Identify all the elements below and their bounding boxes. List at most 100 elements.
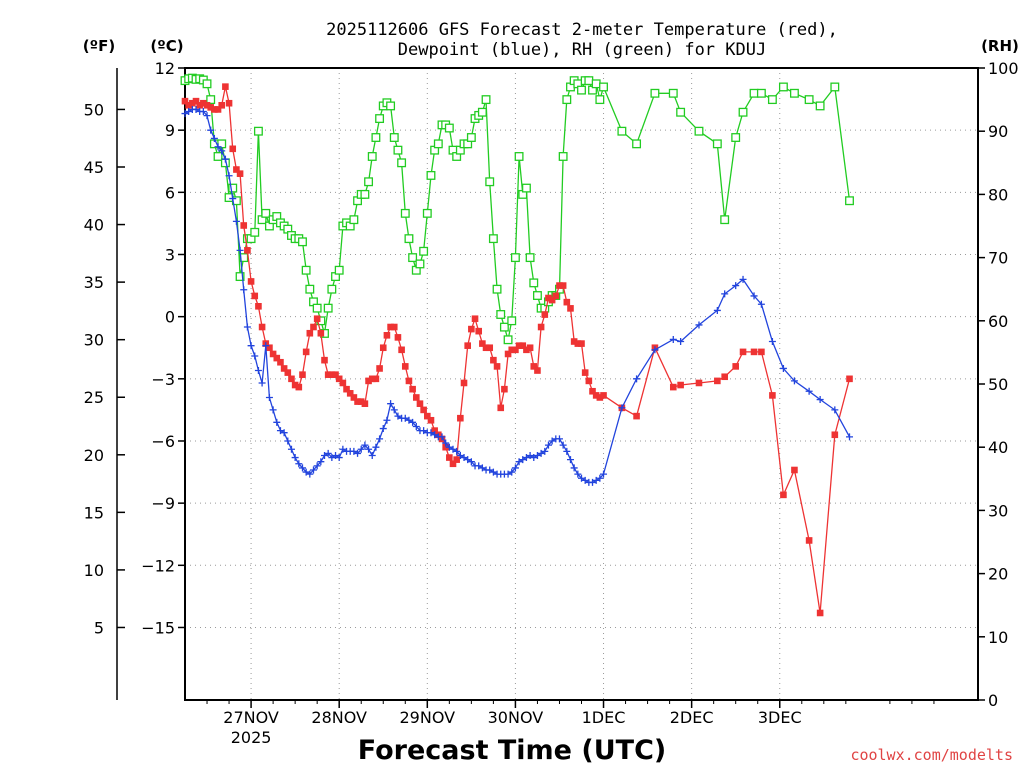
data-point-rh [389, 133, 399, 142]
data-point-temperature [475, 327, 483, 335]
data-point-temperature [350, 394, 358, 401]
data-point-dewpoint [420, 427, 428, 435]
data-point-temperature [497, 404, 505, 412]
data-point-dewpoint [335, 454, 343, 462]
data-point-rh [323, 303, 333, 313]
data-point-dewpoint [541, 447, 549, 455]
data-point-rh [599, 82, 608, 92]
data-point-rh [334, 265, 344, 275]
data-point-dewpoint [210, 134, 218, 142]
data-point-dewpoint [240, 286, 248, 294]
data-point-dewpoint [596, 474, 604, 482]
data-point-temperature [816, 609, 824, 617]
data-point-dewpoint [486, 466, 494, 474]
data-point-dewpoint [805, 387, 813, 395]
data-point-dewpoint [677, 338, 685, 346]
rh-tick-label: 40 [988, 438, 1008, 457]
data-point-rh [239, 253, 249, 263]
data-point-temperature [390, 323, 398, 331]
fahrenheit-tick-label: 10 [84, 561, 104, 580]
data-point-temperature [412, 394, 420, 401]
data-point-rh [591, 79, 601, 89]
data-point-dewpoint [265, 393, 273, 401]
data-point-rh [426, 170, 436, 180]
data-point-rh [408, 253, 418, 263]
chart-subtitle: Dewpoint (blue), RH (green) for KDUJ [398, 40, 766, 60]
celsius-tick-label: 3 [165, 245, 175, 264]
data-point-rh [422, 208, 432, 218]
rh-tick-label: 10 [988, 628, 1008, 647]
data-point-temperature [379, 344, 387, 352]
data-point-temperature [284, 369, 292, 376]
data-point-temperature [277, 358, 284, 366]
data-point-dewpoint [581, 476, 589, 484]
data-point-dewpoint [750, 292, 758, 300]
data-point-dewpoint [559, 441, 567, 449]
data-point-temperature [552, 292, 560, 300]
data-point-temperature [541, 311, 549, 318]
data-point-dewpoint [449, 445, 457, 453]
data-point-rh [532, 291, 542, 300]
data-point-temperature [460, 379, 468, 387]
data-point-dewpoint [309, 466, 317, 474]
data-point-rh [617, 126, 627, 136]
data-point-rh [521, 183, 531, 193]
data-point-dewpoint [695, 321, 703, 329]
data-point-dewpoint [287, 445, 295, 453]
rh-tick-label: 30 [988, 501, 1008, 520]
data-point-dewpoint [544, 441, 552, 449]
data-point-temperature [192, 97, 200, 105]
fahrenheit-tick-label: 35 [84, 273, 104, 292]
data-point-temperature [310, 323, 317, 331]
data-point-temperature [548, 296, 556, 304]
data-point-temperature [258, 323, 266, 331]
data-point-dewpoint [537, 449, 545, 457]
data-point-temperature [589, 387, 596, 395]
data-point-dewpoint [276, 427, 284, 435]
data-point-temperature [464, 342, 471, 349]
data-point-temperature [346, 390, 354, 397]
data-point-temperature [189, 99, 196, 107]
data-point-dewpoint [530, 454, 538, 462]
data-point-temperature [515, 342, 523, 349]
data-point-temperature [181, 97, 189, 105]
data-point-temperature [244, 247, 251, 254]
data-point-temperature [424, 412, 431, 420]
rh-tick-label: 90 [988, 122, 1008, 141]
data-point-temperature [273, 354, 281, 362]
data-point-temperature [409, 385, 416, 393]
data-point-dewpoint [254, 367, 262, 375]
data-point-rh [731, 133, 741, 142]
data-point-temperature [207, 104, 214, 111]
data-point-rh [371, 133, 381, 142]
data-point-rh [830, 82, 840, 92]
data-point-temperature [387, 323, 394, 331]
data-point-temperature [578, 340, 585, 347]
data-point-dewpoint [412, 422, 420, 430]
data-point-dewpoint [232, 217, 240, 225]
data-point-temperature [222, 83, 229, 90]
data-point-temperature [416, 400, 424, 407]
celsius-tick-label: −3 [151, 370, 175, 389]
data-point-rh [496, 310, 506, 319]
data-point-dewpoint [262, 342, 270, 350]
data-point-rh [738, 107, 748, 117]
data-point-dewpoint [739, 275, 747, 283]
data-point-dewpoint [328, 454, 336, 462]
data-point-dewpoint [427, 429, 435, 437]
data-point-rh [364, 177, 374, 187]
data-point-temperature [291, 381, 299, 389]
data-point-dewpoint [831, 406, 839, 414]
data-point-rh [778, 82, 788, 92]
data-point-temperature [302, 348, 310, 356]
data-point-temperature [585, 377, 593, 385]
data-point-temperature [420, 406, 427, 414]
data-point-rh [749, 88, 759, 98]
data-point-dewpoint [574, 470, 582, 478]
data-point-dewpoint [251, 352, 259, 360]
data-point-temperature [236, 170, 244, 177]
data-point-rh [213, 152, 223, 161]
data-point-dewpoint [768, 338, 776, 346]
data-point-temperature [530, 363, 538, 370]
rh-tick-label: 100 [988, 59, 1019, 78]
